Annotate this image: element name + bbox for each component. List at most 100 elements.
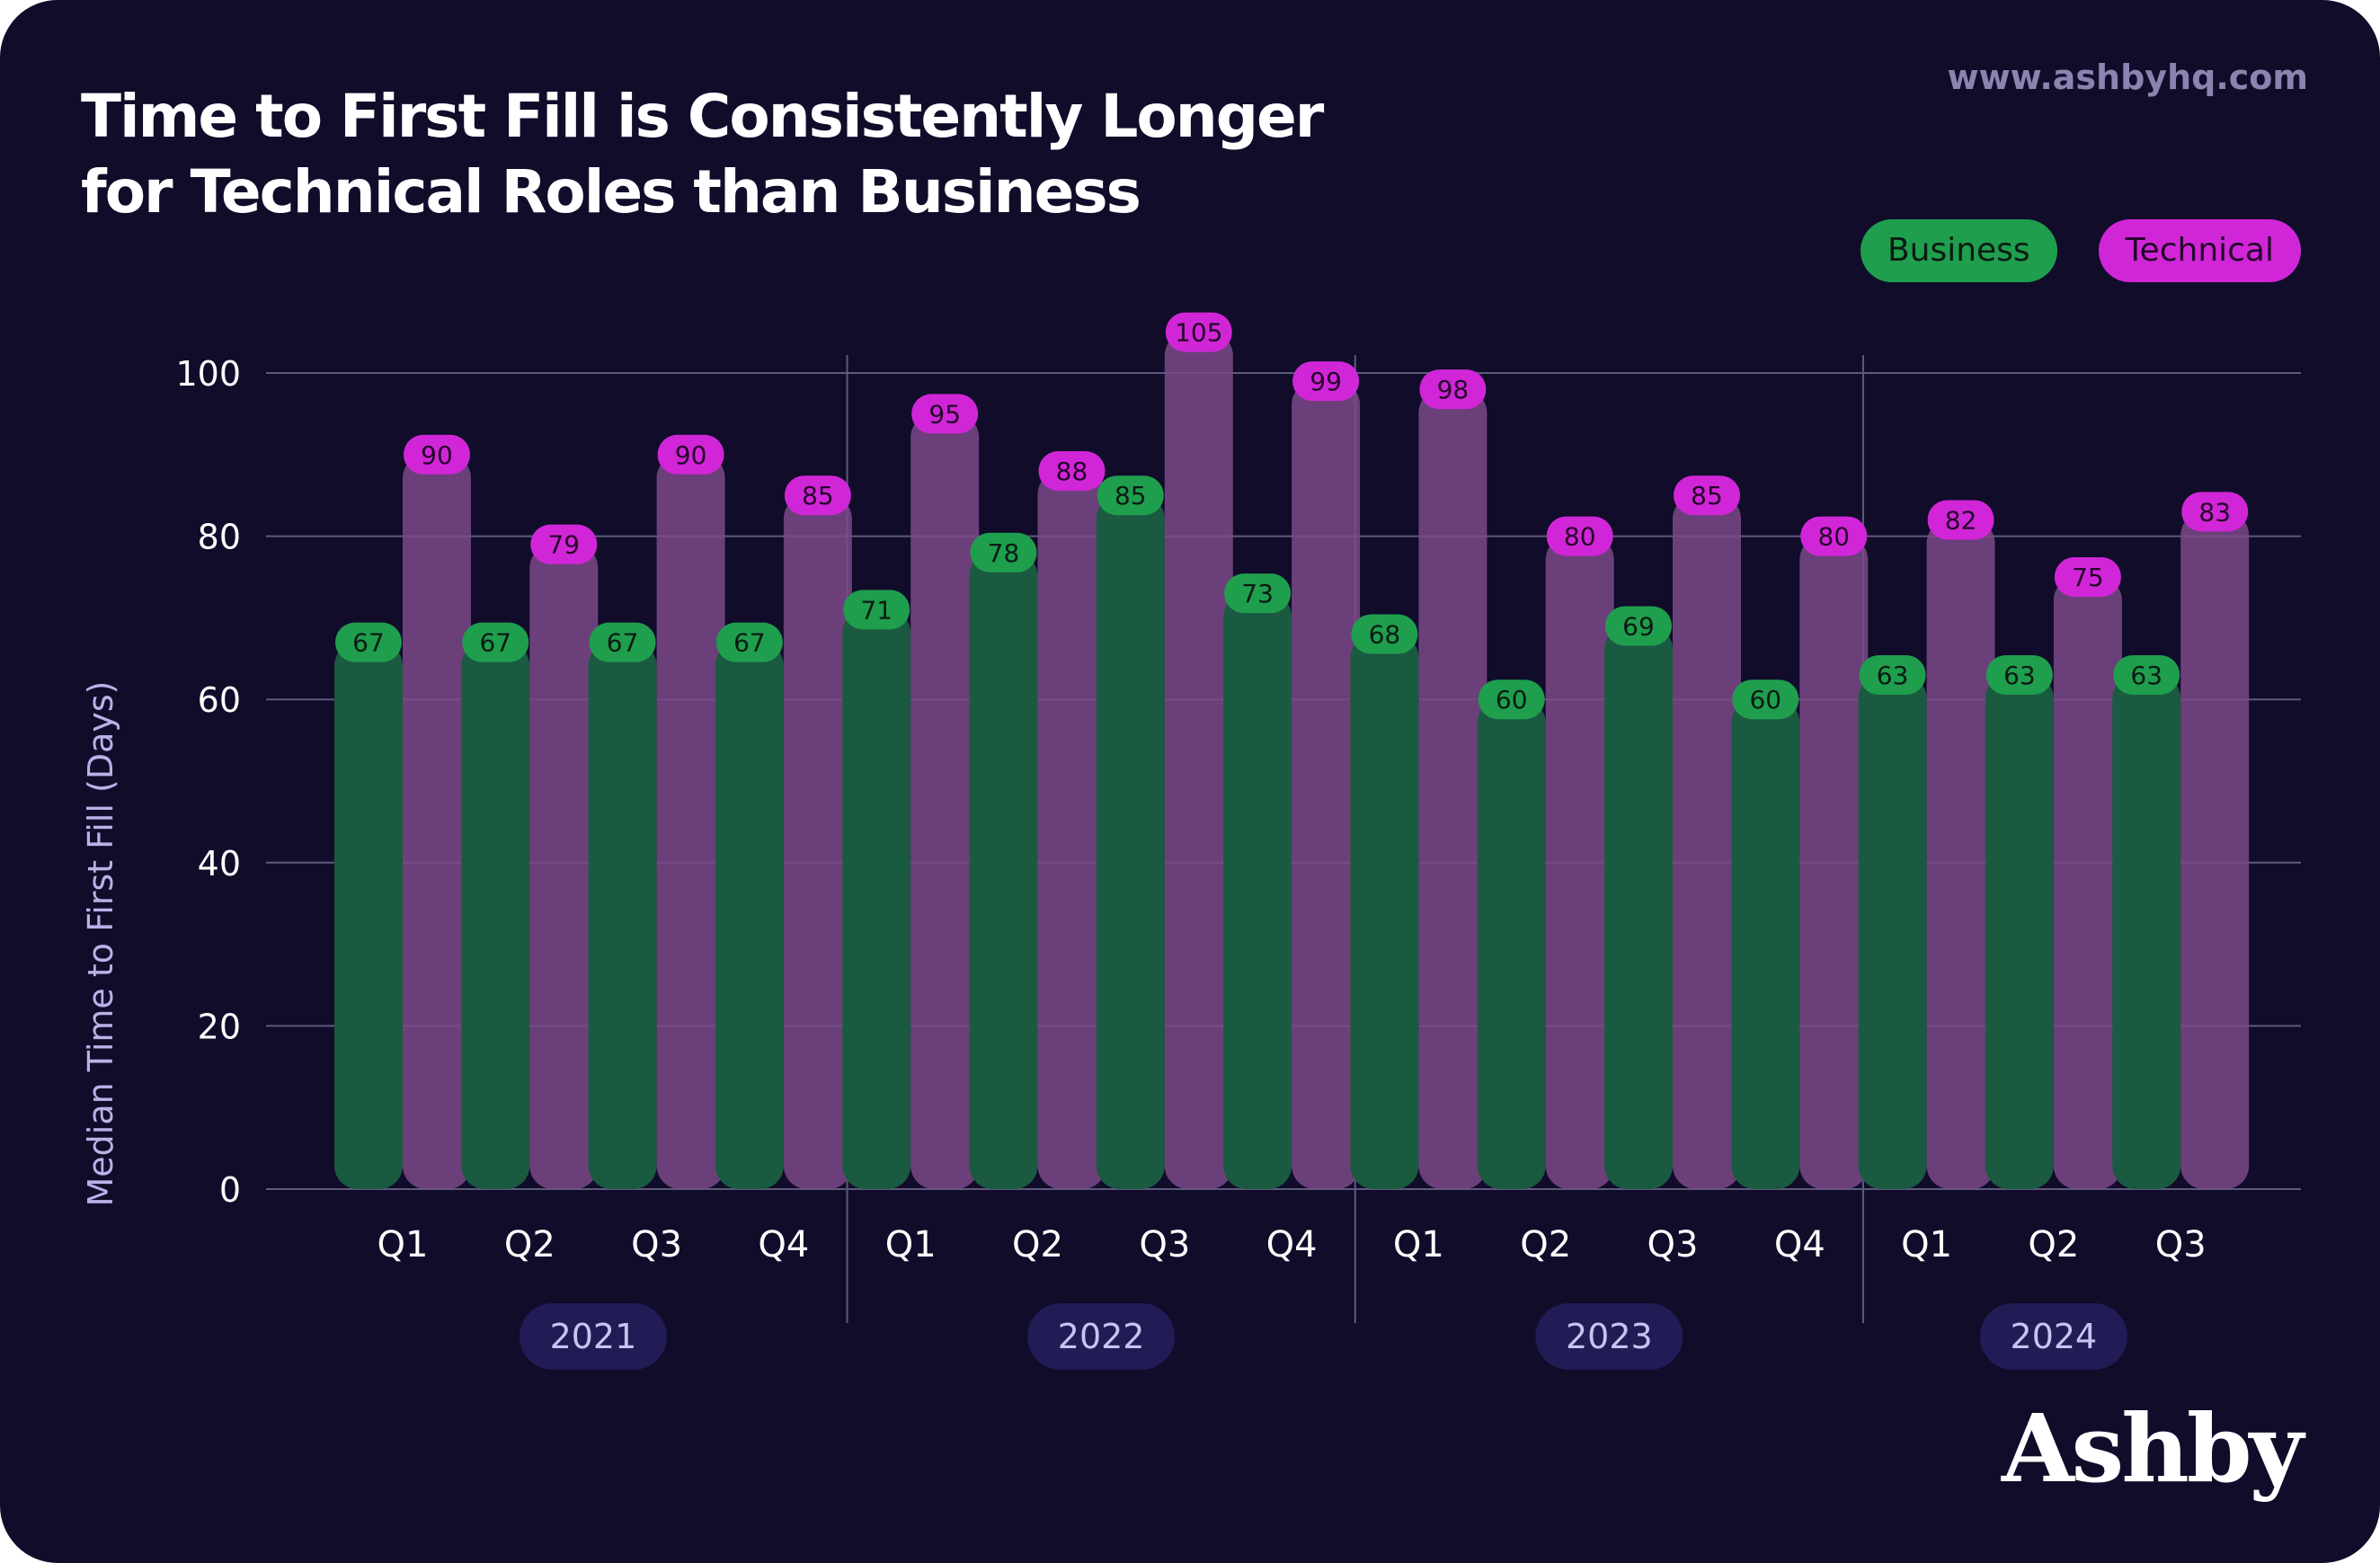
data-label-background xyxy=(530,524,598,564)
technical-bar xyxy=(1926,520,1995,1189)
x-tick-label: Q1 xyxy=(885,1224,937,1265)
year-label-2023: 2023 xyxy=(1535,1303,1683,1370)
business-bar xyxy=(969,552,1038,1189)
data-label-background xyxy=(1674,475,1740,516)
technical-value-label: 105 xyxy=(1165,312,1232,352)
technical-bar xyxy=(656,454,725,1189)
business-value-label: 67 xyxy=(335,622,402,662)
business-value-label: 69 xyxy=(1605,606,1672,646)
year-pill-text: 2021 xyxy=(550,1317,637,1356)
data-label-background xyxy=(657,434,724,475)
year-pill-text: 2024 xyxy=(2011,1317,2098,1356)
business-bar xyxy=(842,609,911,1189)
y-tick-label: 60 xyxy=(198,680,241,720)
business-bar xyxy=(334,642,403,1189)
year-pill-background xyxy=(1979,1303,2127,1370)
data-label-background xyxy=(784,475,851,516)
x-tick-label: Q4 xyxy=(1774,1224,1825,1265)
data-label-background xyxy=(462,622,529,662)
technical-value-label: 82 xyxy=(1927,500,1994,540)
data-label-background xyxy=(1038,450,1106,491)
legend-business: Business xyxy=(1860,219,2057,282)
data-label-background xyxy=(843,590,910,630)
business-value-label: 67 xyxy=(589,622,656,662)
technical-bar xyxy=(1545,536,1614,1189)
website-url: www.ashbyhq.com xyxy=(1947,58,2308,97)
data-label-text: 79 xyxy=(547,530,580,560)
business-bar xyxy=(1858,674,1927,1189)
x-tick-label: Q3 xyxy=(1139,1224,1190,1265)
x-tick-label: Q4 xyxy=(1266,1224,1318,1265)
technical-bar xyxy=(910,413,980,1189)
business-bar xyxy=(588,642,657,1189)
technical-value-label: 85 xyxy=(1674,475,1740,516)
data-label-background xyxy=(1351,614,1418,654)
business-value-label: 63 xyxy=(1985,654,2053,695)
technical-value-label: 80 xyxy=(1800,516,1868,556)
business-value-label: 68 xyxy=(1351,614,1418,654)
business-value-label: 71 xyxy=(843,590,910,630)
x-tick-label: Q2 xyxy=(2028,1224,2079,1265)
data-label-text: 83 xyxy=(2198,497,2231,527)
data-label-background xyxy=(1165,312,1232,352)
data-label-background xyxy=(2181,492,2249,532)
data-label-background xyxy=(1478,679,1545,720)
year-label-2022: 2022 xyxy=(1027,1303,1176,1370)
data-label-background xyxy=(715,622,783,662)
data-label-text: 73 xyxy=(1241,579,1274,608)
data-label-text: 105 xyxy=(1175,318,1222,348)
x-tick-label: Q2 xyxy=(504,1224,555,1265)
data-label-text: 85 xyxy=(1115,481,1147,511)
data-label-text: 67 xyxy=(352,628,385,658)
data-label-background xyxy=(1292,361,1360,402)
business-value-label: 73 xyxy=(1224,573,1292,614)
legend-technical: Technical xyxy=(2098,219,2301,282)
y-tick-label: 40 xyxy=(198,844,241,884)
business-bar xyxy=(1731,699,1800,1189)
technical-bar xyxy=(1164,332,1233,1190)
year-pill-background xyxy=(1535,1303,1683,1370)
y-tick-label: 100 xyxy=(175,354,241,394)
data-label-background xyxy=(335,622,402,662)
data-label-text: 63 xyxy=(2003,661,2036,690)
x-tick-label: Q3 xyxy=(2155,1224,2207,1265)
technical-value-label: 95 xyxy=(911,394,979,434)
data-label-background xyxy=(911,394,979,434)
x-tick-label: Q1 xyxy=(377,1224,429,1265)
business-value-label: 78 xyxy=(970,532,1037,573)
business-bar xyxy=(1985,674,2054,1189)
data-label-background xyxy=(1419,369,1487,410)
technical-bar xyxy=(783,495,852,1189)
technical-bar xyxy=(2180,511,2250,1189)
data-label-text: 78 xyxy=(988,538,1020,568)
data-label-text: 98 xyxy=(1437,375,1470,404)
business-value-label: 85 xyxy=(1097,475,1164,516)
business-bar xyxy=(1477,699,1546,1189)
y-tick-label: 80 xyxy=(198,518,241,557)
data-label-text: 80 xyxy=(1564,522,1596,552)
data-label-background xyxy=(2113,654,2180,695)
data-label-text: 63 xyxy=(2130,661,2162,690)
data-label-background xyxy=(1985,654,2053,695)
data-label-text: 82 xyxy=(1945,505,1977,535)
legend: Business Technical xyxy=(1860,219,2301,282)
data-label-text: 69 xyxy=(1622,611,1655,641)
business-bar xyxy=(461,642,530,1189)
business-value-label: 63 xyxy=(1859,654,1926,695)
business-value-label: 67 xyxy=(462,622,529,662)
data-label-text: 75 xyxy=(2072,563,2104,592)
technical-bar xyxy=(529,544,599,1189)
data-label-text: 67 xyxy=(479,628,511,658)
technical-bar xyxy=(1799,536,1869,1189)
x-tick-label: Q3 xyxy=(631,1224,682,1265)
year-pill-text: 2022 xyxy=(1058,1317,1145,1356)
technical-value-label: 79 xyxy=(530,524,598,564)
data-label-text: 85 xyxy=(802,481,834,511)
data-label-text: 95 xyxy=(928,399,961,429)
data-label-text: 60 xyxy=(1496,685,1528,715)
x-tick-label: Q1 xyxy=(1901,1224,1952,1265)
data-label-background xyxy=(970,532,1037,573)
business-bar xyxy=(2112,674,2181,1189)
technical-bar xyxy=(1037,470,1106,1189)
